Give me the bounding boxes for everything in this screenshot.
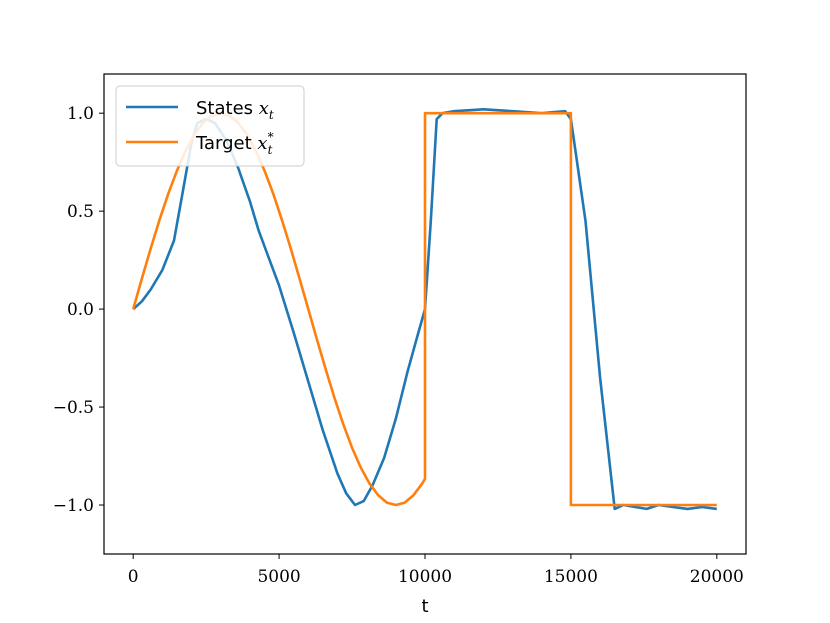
x-axis-label: t xyxy=(421,596,428,617)
y-tick-label: 0.5 xyxy=(67,202,94,222)
legend-label-states: States xt xyxy=(196,98,274,122)
y-tick-label: −0.5 xyxy=(53,398,94,418)
x-tick-label: 0 xyxy=(128,567,139,587)
y-tick-label: 0.0 xyxy=(67,300,94,320)
x-tick-label: 5000 xyxy=(257,567,300,587)
x-tick-label: 20000 xyxy=(690,567,744,587)
tick-layer: 0 5000 10000 15000 20000 1.0 0.5 0.0 −0.5 −1.0 xyxy=(53,104,744,587)
x-tick-label: 15000 xyxy=(544,567,598,587)
legend-label-target: Target x* t xyxy=(195,130,274,157)
legend: States xt Target x* t xyxy=(115,85,305,167)
y-tick-label: −1.0 xyxy=(53,496,94,516)
x-tick-label: 10000 xyxy=(398,567,452,587)
y-tick-label: 1.0 xyxy=(67,104,94,124)
